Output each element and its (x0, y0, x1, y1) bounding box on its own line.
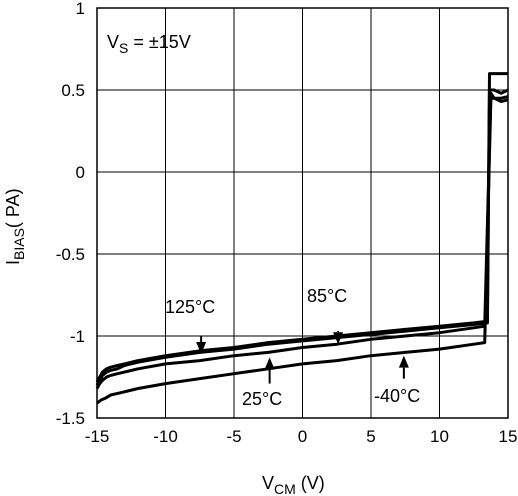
label-arrow-head-2 (264, 357, 275, 370)
y-axis-title: IBIAS( PA) (3, 188, 27, 265)
x-tick-label: 15 (499, 427, 518, 446)
label-25c: 25°C (242, 389, 282, 409)
label-minus40c: -40°C (374, 386, 420, 406)
x-tick-labels: -15 -10 -5 0 5 10 15 (85, 427, 518, 446)
label-85c: 85°C (307, 286, 347, 306)
series-line-0 (95, 72, 508, 383)
y-tick-label: -0.5 (56, 245, 85, 264)
label-arrow-head-1 (333, 332, 344, 345)
y-tick-label: 0.5 (61, 81, 85, 100)
x-tick-label: -15 (85, 427, 110, 446)
label-125c: 125°C (165, 297, 215, 317)
plot-frame (96, 7, 509, 419)
label-arrows (196, 331, 409, 384)
series-line-3 (96, 96, 509, 405)
supply-voltage-annotation: VS = ±15V (107, 32, 191, 56)
y-tick-label: -1 (70, 327, 85, 346)
series-line-1 (95, 88, 509, 386)
x-tick-label: 0 (298, 427, 307, 446)
y-tick-label: -1.5 (56, 409, 85, 428)
x-tick-label: -10 (153, 427, 178, 446)
x-tick-label: 5 (366, 427, 375, 446)
x-tick-label: 10 (430, 427, 449, 446)
y-tick-labels: 1 0.5 0 -0.5 -1 -1.5 (56, 0, 85, 428)
series-lines (95, 72, 509, 405)
label-arrow-head-0 (196, 342, 207, 355)
y-tick-label: 0 (76, 163, 85, 182)
label-arrow-head-3 (398, 355, 409, 368)
x-axis-title: VCM (V) (262, 473, 325, 496)
y-tick-label: 1 (76, 0, 85, 18)
x-tick-label: -5 (226, 427, 241, 446)
